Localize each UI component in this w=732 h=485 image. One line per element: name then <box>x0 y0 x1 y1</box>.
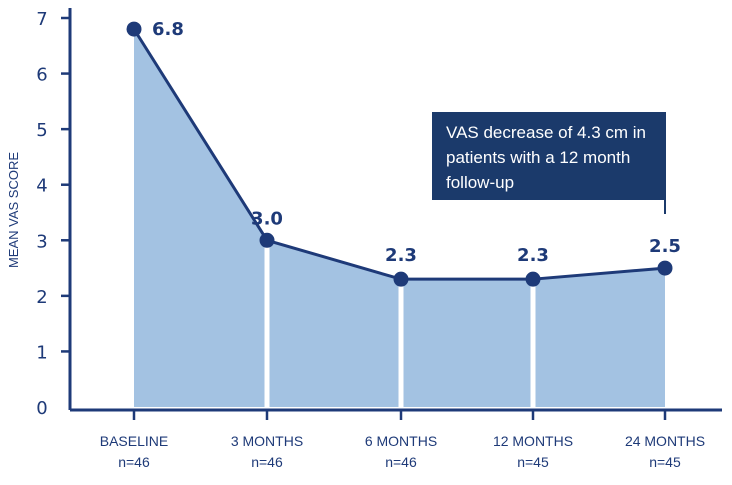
data-point-2 <box>393 271 409 287</box>
data-label-1: 3.0 <box>251 208 283 229</box>
sample-size-label-4: n=45 <box>649 454 681 470</box>
sample-size-label-1: n=46 <box>251 454 283 470</box>
data-point-0 <box>126 21 142 37</box>
y-tick-label-1: 1 <box>36 342 47 363</box>
x-tick-label-1: 3 MONTHS <box>231 433 303 449</box>
data-point-1 <box>259 232 275 248</box>
data-label-4: 2.5 <box>649 236 681 257</box>
y-tick-label-5: 5 <box>36 120 47 141</box>
x-tick-label-4: 24 MONTHS <box>625 433 705 449</box>
annotation-text: VAS decrease of 4.3 cm in patients with … <box>446 123 647 192</box>
data-label-3: 2.3 <box>517 245 549 266</box>
y-tick-label-7: 7 <box>36 9 47 30</box>
data-labels: 6.8 3.0 2.3 2.3 2.5 <box>152 19 681 266</box>
y-tick-label-0: 0 <box>36 398 47 419</box>
sample-size-label-0: n=46 <box>118 454 150 470</box>
x-tick-label-0: BASELINE <box>100 433 168 449</box>
y-tick-label-6: 6 <box>36 65 47 86</box>
data-point-4 <box>657 260 673 276</box>
y-tick-label-2: 2 <box>36 287 47 308</box>
x-tick-label-2: 6 MONTHS <box>365 433 437 449</box>
sample-size-label-2: n=46 <box>385 454 417 470</box>
annotation-box: VAS decrease of 4.3 cm in patients with … <box>432 112 666 200</box>
data-points <box>126 21 673 287</box>
data-label-2: 2.3 <box>385 245 417 266</box>
y-tick-label-3: 3 <box>36 231 47 252</box>
x-tick-label-3: 12 MONTHS <box>493 433 573 449</box>
y-tick-label-4: 4 <box>36 176 47 197</box>
sample-size-label-3: n=45 <box>517 454 549 470</box>
category-dividers <box>264 240 536 407</box>
data-point-3 <box>525 271 541 287</box>
data-label-0: 6.8 <box>152 19 184 40</box>
y-ticks: 0 1 2 3 4 5 6 7 <box>36 9 70 419</box>
y-axis-label: MEAN VAS SCORE <box>6 152 21 268</box>
x-ticks: BASELINE n=46 3 MONTHS n=46 6 MONTHS n=46 12 M… <box>100 410 705 470</box>
